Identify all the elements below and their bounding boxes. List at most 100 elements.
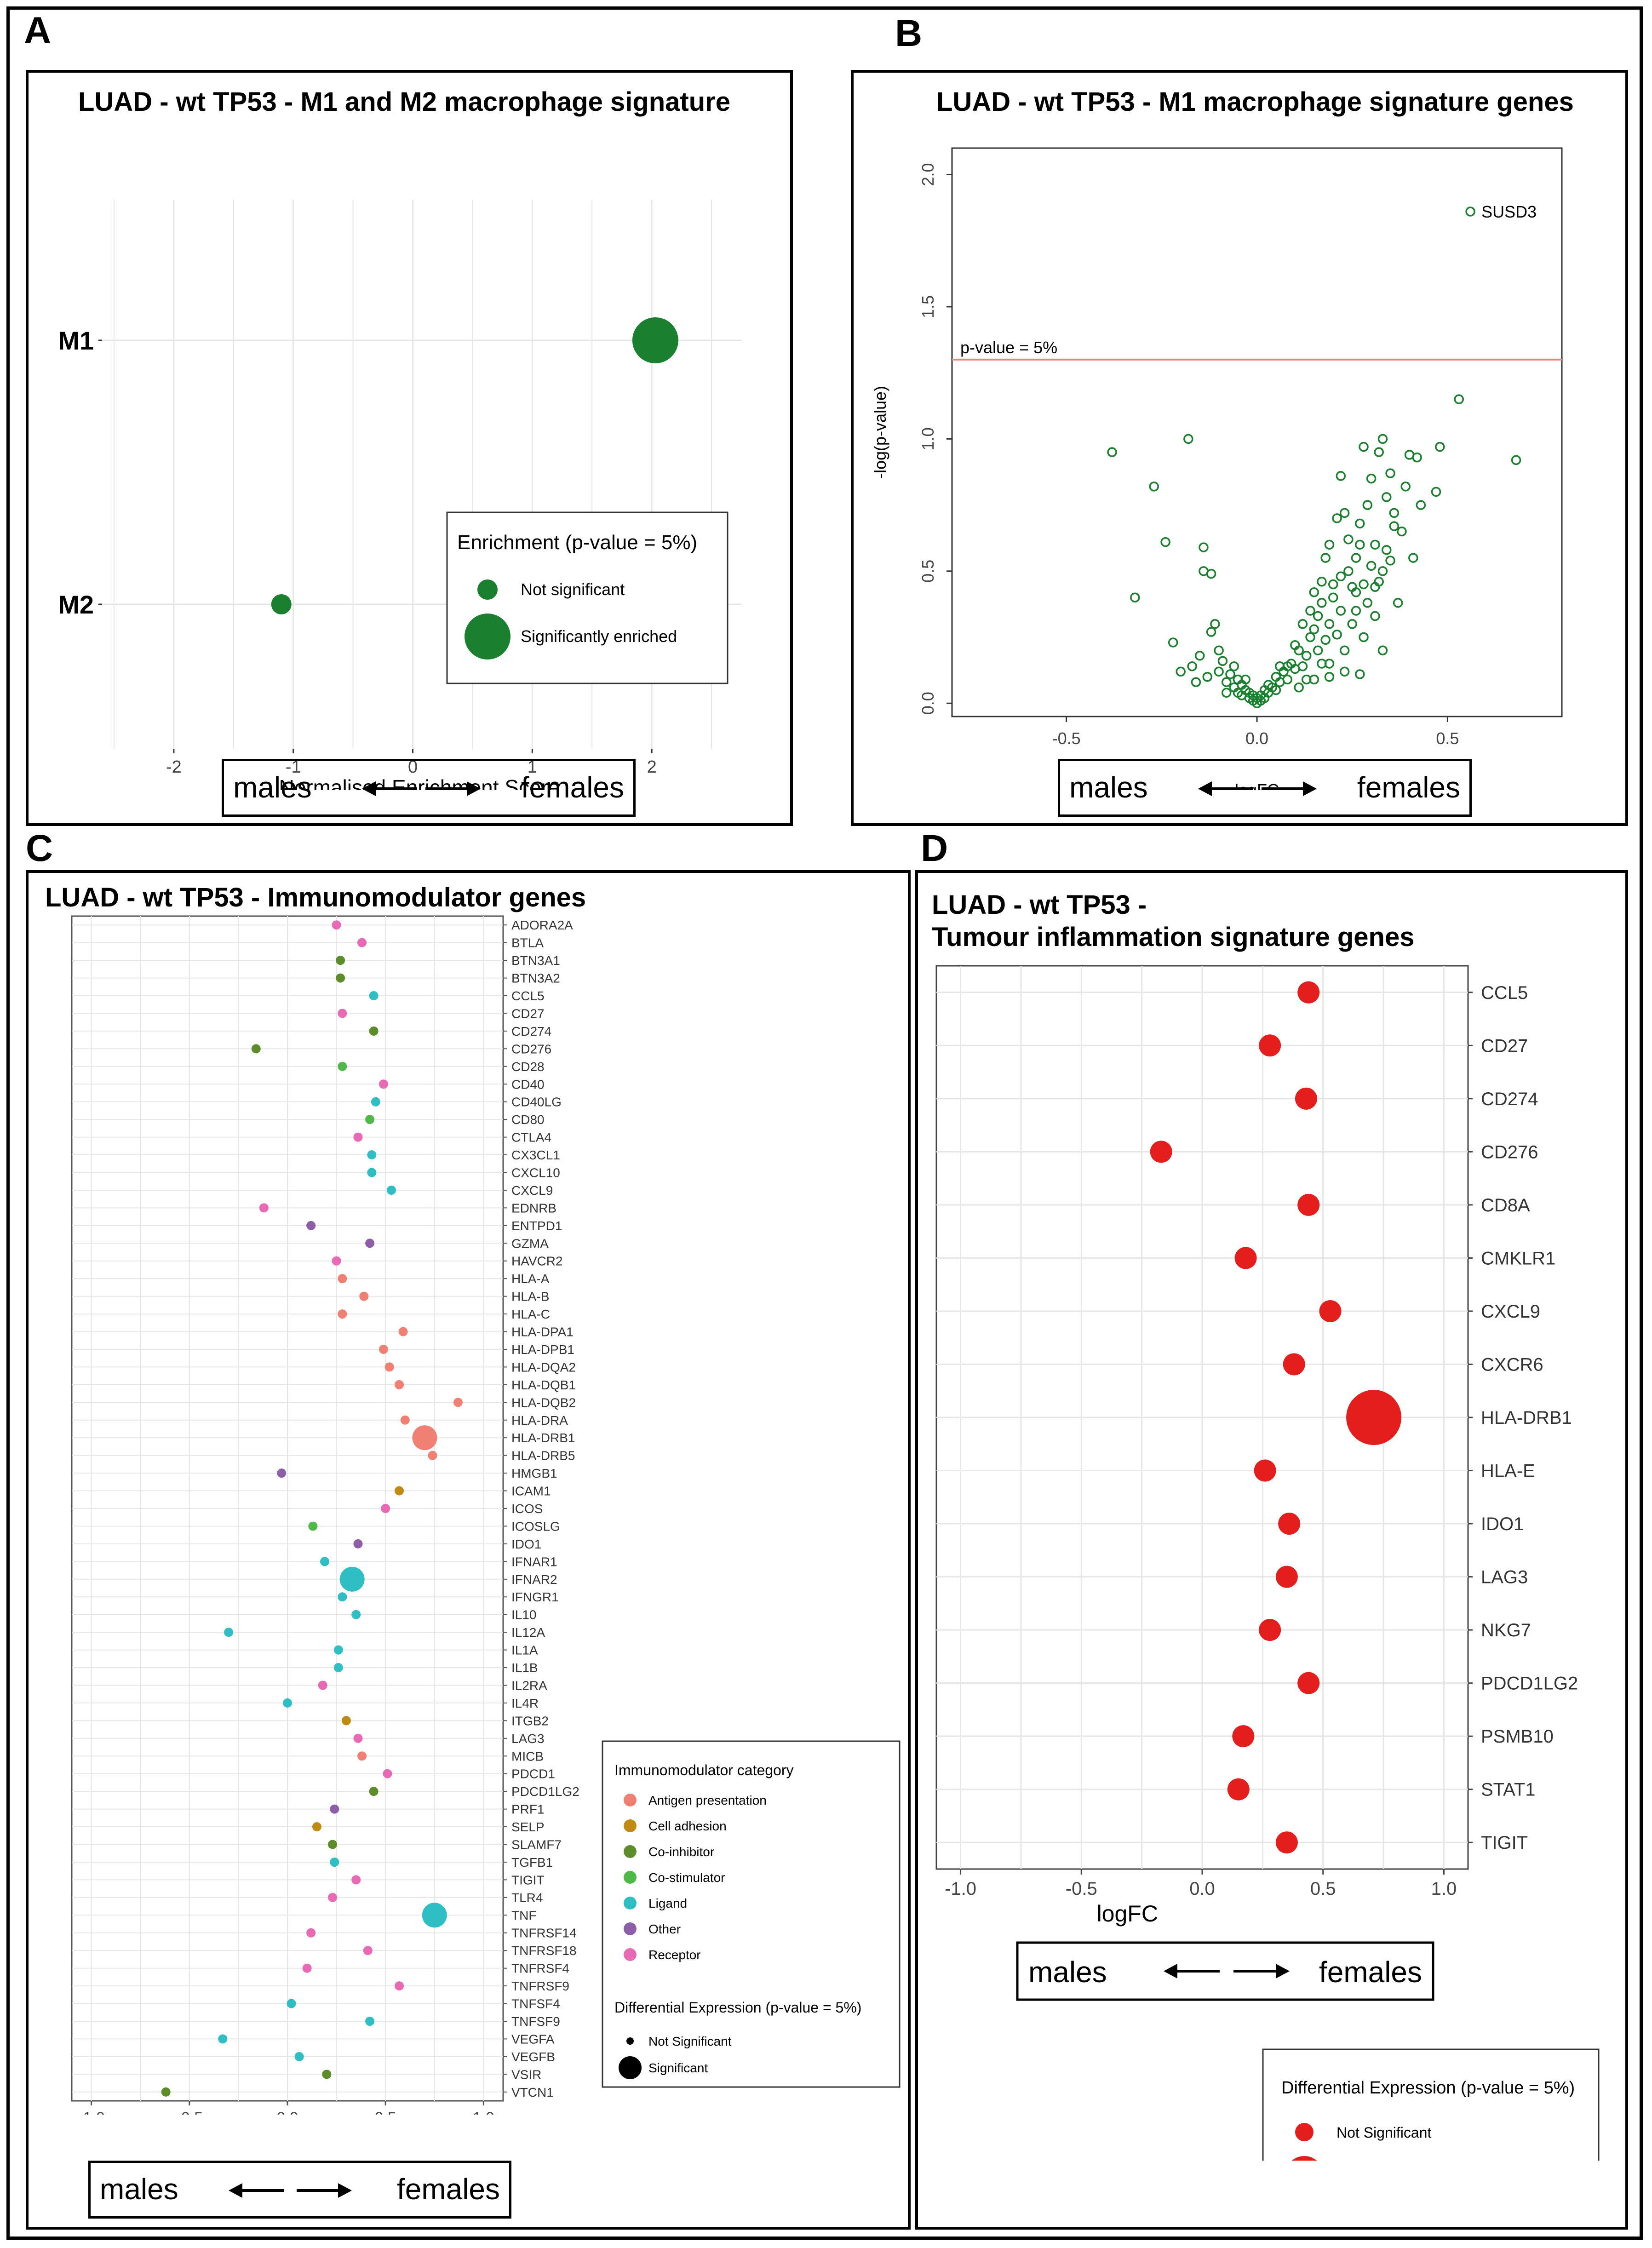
volcano-point xyxy=(1301,651,1312,661)
legend-title: Differential Expression (p-value = 5%) xyxy=(1281,2078,1575,2098)
volcano-point xyxy=(1309,624,1319,635)
panel-label-d: D xyxy=(921,827,948,869)
gene-label: HLA-DRB5 xyxy=(511,1449,575,1463)
volcano-point xyxy=(1416,500,1426,510)
gene-point-hla-dqb1 xyxy=(395,1380,404,1389)
gene-label: CXCL9 xyxy=(511,1183,553,1198)
gene-point-hla-a xyxy=(338,1274,347,1284)
gene-label: CD8A xyxy=(1481,1195,1530,1216)
volcano-point xyxy=(1385,556,1395,566)
legend-item: Not Significant xyxy=(648,2034,732,2048)
gene-label: LAG3 xyxy=(511,1732,545,1746)
volcano-point xyxy=(1282,674,1293,685)
arrow-right-icon xyxy=(297,2183,352,2198)
gene-point-hla-dqb2 xyxy=(453,1398,463,1407)
legend-item: Receptor xyxy=(648,1948,701,1962)
direction-box-a: males females xyxy=(222,759,636,817)
gene-label: CD27 xyxy=(511,1006,545,1021)
volcano-point xyxy=(1332,630,1342,640)
gene-label: HAVCR2 xyxy=(511,1254,563,1268)
gene-point-hla-dpa1 xyxy=(398,1327,408,1336)
gene-label: TIGIT xyxy=(511,1873,545,1887)
legend-item: Antigen presentation xyxy=(648,1793,767,1807)
volcano-point xyxy=(1199,542,1209,552)
gene-label: IDO1 xyxy=(511,1537,541,1551)
panel-d-title-line2: Tumour inflammation signature genes xyxy=(932,922,1415,952)
x-tick-label: 0.0 xyxy=(1245,729,1268,748)
legend-size-title: Differential Expression (p-value = 5%) xyxy=(614,1999,861,2016)
x-tick-label: -0.5 xyxy=(1052,729,1081,748)
gene-point-pdcd1lg2 xyxy=(1297,1672,1320,1694)
y-tick-label: 1.0 xyxy=(918,427,937,450)
gene-label: PSMB10 xyxy=(1481,1726,1554,1747)
legend-title: Immunomodulator category xyxy=(614,1762,794,1778)
gene-label: VSIR xyxy=(511,2067,541,2082)
arrow-left-icon xyxy=(229,2183,284,2198)
gene-label: HMGB1 xyxy=(511,1466,557,1480)
y-axis-label: -log(p-value) xyxy=(871,386,889,479)
gene-label: TNFSF9 xyxy=(511,2014,560,2029)
volcano-point xyxy=(1324,619,1335,629)
gene-point-ifngr1 xyxy=(338,1592,347,1602)
gene-label: VEGFA xyxy=(511,2032,555,2046)
legend-item: Significant xyxy=(648,2061,708,2075)
x-tick-label: -1.0 xyxy=(945,1879,976,1899)
point-m1 xyxy=(632,317,678,363)
gene-point-adora2a xyxy=(332,920,341,930)
volcano-point xyxy=(1408,553,1418,563)
legend-marker-small xyxy=(477,579,498,600)
gene-label: IL2RA xyxy=(511,1678,547,1692)
arrow-right-icon xyxy=(1276,1964,1290,1978)
legend-marker-small xyxy=(626,2037,634,2045)
gene-point-cd276 xyxy=(1150,1141,1172,1163)
gene-point-nkg7 xyxy=(1259,1619,1281,1641)
volcano-point xyxy=(1305,606,1315,616)
gene-point-psmb10 xyxy=(1232,1725,1255,1748)
gene-point-hla-e xyxy=(1254,1459,1276,1482)
volcano-point xyxy=(1149,482,1159,492)
y-tick-label: M2 xyxy=(58,590,94,619)
volcano-point xyxy=(1240,674,1250,685)
volcano-point xyxy=(1328,579,1338,590)
gene-point-vsir xyxy=(322,2070,332,2079)
gene-label: PDCD1LG2 xyxy=(1481,1674,1578,1694)
x-axis-label: logFC xyxy=(1097,1901,1158,1927)
volcano-point xyxy=(1385,468,1395,478)
arrow-right-icon xyxy=(1262,781,1317,796)
gene-label: CD276 xyxy=(511,1042,551,1056)
arrow-right-icon xyxy=(425,781,481,796)
gene-point-tigit xyxy=(351,1875,361,1885)
gene-point-il2ra xyxy=(318,1680,327,1690)
gene-label: PDCD1 xyxy=(511,1767,555,1781)
volcano-point xyxy=(1225,669,1235,679)
gene-label: HLA-C xyxy=(511,1307,550,1321)
gene-label: IL4R xyxy=(511,1696,539,1710)
gene-label: SLAMF7 xyxy=(511,1838,562,1852)
volcano-point xyxy=(1320,635,1331,645)
direction-box-b: males females xyxy=(1058,759,1472,817)
gene-point-icoslg xyxy=(308,1521,318,1531)
gene-label: EDNRB xyxy=(511,1201,556,1215)
legend-item: Co-stimulator xyxy=(648,1870,725,1885)
legend-item: Not Significant xyxy=(1337,2124,1431,2141)
males-label: males xyxy=(1028,1956,1107,1989)
gene-label: IDO1 xyxy=(1481,1514,1524,1534)
plot-area xyxy=(951,147,1563,717)
volcano-point xyxy=(1359,442,1369,452)
legend-marker xyxy=(624,1897,637,1910)
gene-point-hla-drb1 xyxy=(412,1425,437,1451)
gene-label: ICOSLG xyxy=(511,1519,560,1533)
panel-a: LUAD - wt TP53 - M1 and M2 macrophage si… xyxy=(26,70,793,826)
gene-point-icos xyxy=(381,1504,390,1513)
panel-d-title-line1: LUAD - wt TP53 - xyxy=(932,890,1147,920)
panel-b: LUAD - wt TP53 - M1 macrophage signature… xyxy=(851,70,1628,826)
volcano-point xyxy=(1339,666,1350,677)
gene-point-cmklr1 xyxy=(1234,1247,1257,1269)
gene-label: TGFB1 xyxy=(511,1855,553,1870)
gene-point-tigit xyxy=(1275,1831,1298,1854)
gene-label: TNFRSF9 xyxy=(511,1979,569,1993)
x-tick-label: 0 xyxy=(408,757,418,777)
gene-label: TNFRSF14 xyxy=(511,1926,577,1940)
gene-point-pdcd1 xyxy=(383,1769,392,1778)
volcano-point xyxy=(1370,539,1380,550)
